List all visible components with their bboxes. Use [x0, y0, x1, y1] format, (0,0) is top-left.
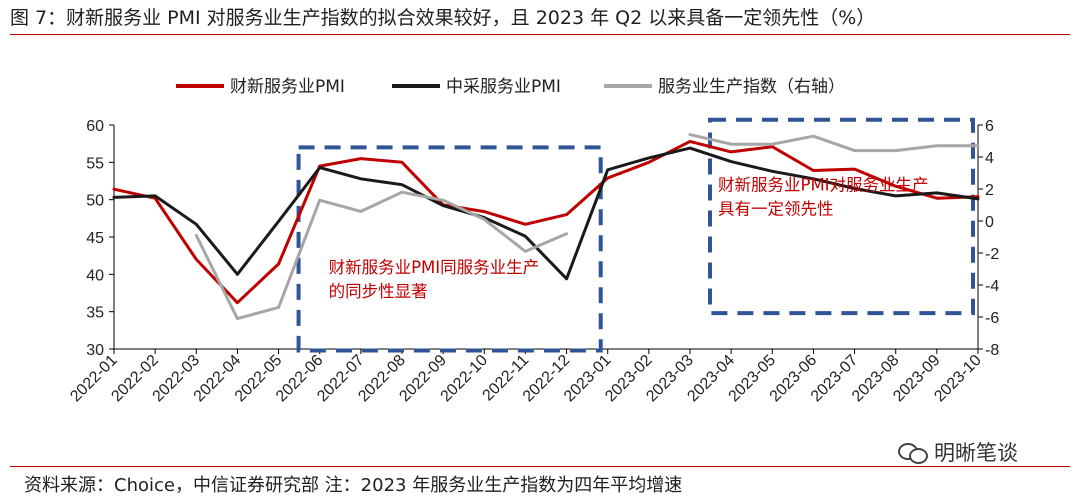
y-right-tick-label: -4: [985, 278, 999, 295]
y-right-tick-label: 2: [985, 182, 994, 199]
line-chart: 30354045505560-8-6-4-202462022-012022-02…: [67, 77, 999, 405]
series-line-3: [688, 133, 980, 153]
y-left-tick-label: 35: [86, 305, 104, 322]
y-left-tick-label: 55: [86, 155, 104, 172]
watermark-text: 明晰笔谈: [934, 441, 1018, 465]
annotation-text-lead: 具有一定领先性: [718, 200, 834, 219]
source-footnote: 资料来源：Choice，中信证券研究部 注：2023 年服务业生产指数为四年平均…: [24, 475, 683, 496]
annotation-text-lead: 财新服务业PMI对服务业生产: [718, 176, 929, 195]
series-line-3: [194, 190, 569, 321]
annotation-text-sync: 财新服务业PMI同服务业生产: [329, 258, 540, 277]
y-left-tick-label: 60: [86, 118, 104, 135]
legend-label-2: 中采服务业PMI: [446, 77, 561, 97]
legend-label-3: 服务业生产指数（右轴）: [658, 77, 845, 97]
watermark: 明晰笔谈: [898, 438, 1018, 466]
series-line-1: [112, 139, 980, 305]
annotation-box-lead: [708, 117, 975, 316]
y-right-tick-label: -2: [985, 246, 999, 263]
y-right-tick-label: 6: [985, 118, 994, 135]
y-right-tick-label: 4: [985, 150, 994, 167]
annotation-text-sync: 的同步性显著: [329, 282, 428, 301]
y-left-tick-label: 30: [86, 342, 104, 359]
y-left-tick-label: 40: [86, 267, 104, 284]
legend: 财新服务业PMI 中采服务业PMI 服务业生产指数（右轴）: [176, 77, 845, 97]
legend-label-1: 财新服务业PMI: [230, 77, 345, 97]
y-left-tick-label: 50: [86, 193, 104, 210]
y-left-tick-label: 45: [86, 230, 104, 247]
y-right-tick-label: -8: [985, 342, 999, 359]
figure-title: 图 7：财新服务业 PMI 对服务业生产指数的拟合效果较好，且 2023 年 Q…: [10, 7, 876, 29]
y-right-tick-label: -6: [985, 310, 999, 327]
wechat-icon: [898, 441, 928, 464]
series-line-2: [112, 146, 980, 281]
annotation-boxes: [296, 117, 975, 353]
footer-divider: [10, 466, 1070, 467]
title-divider: [10, 34, 1070, 35]
series-layer: [112, 133, 980, 321]
annotation-box-sync: [296, 145, 603, 353]
y-right-tick-label: 0: [985, 214, 994, 231]
